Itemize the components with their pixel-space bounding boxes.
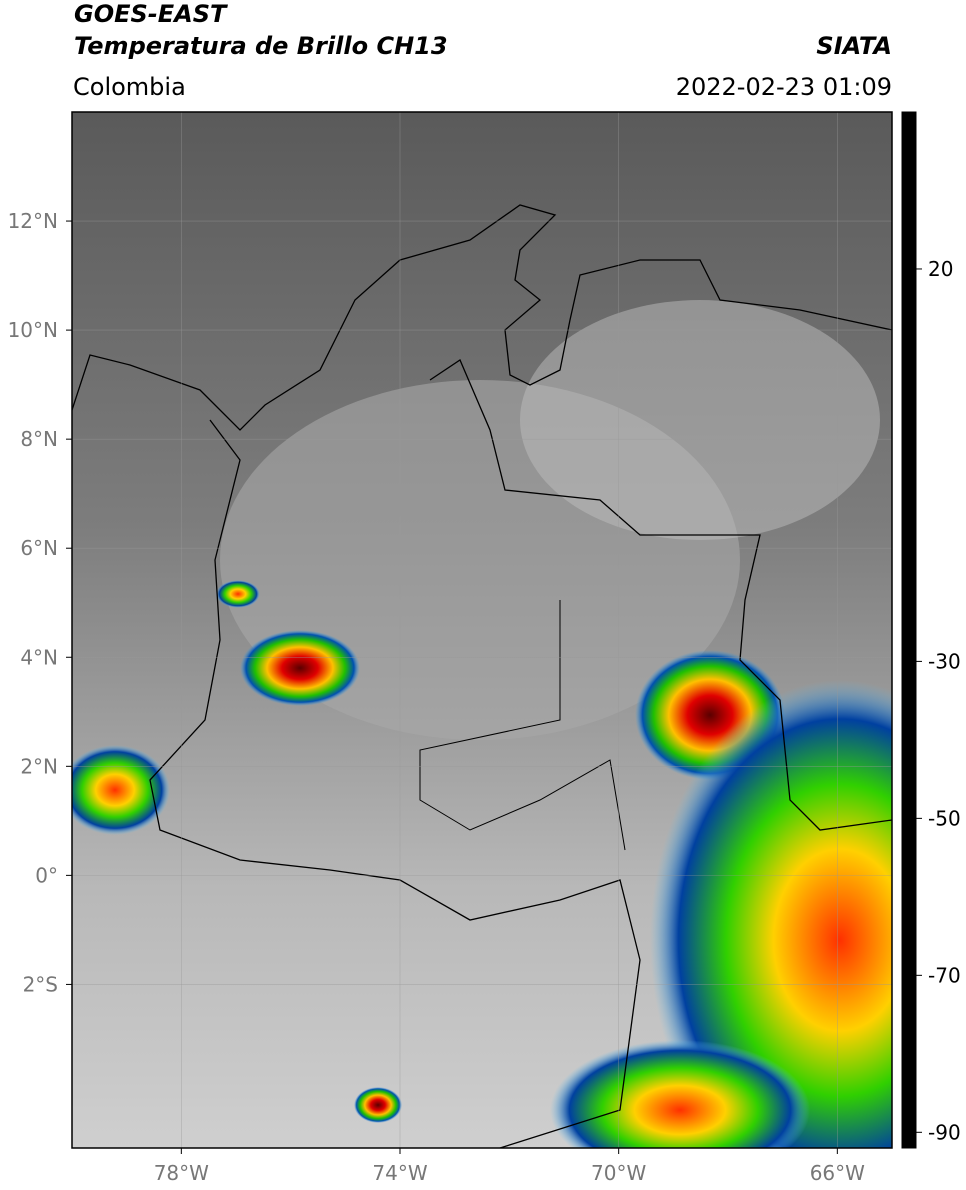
- colorbar-tick-label: -50: [928, 806, 961, 830]
- storm-cloud: [354, 1087, 402, 1123]
- storm-cloud: [72, 745, 170, 835]
- y-tick-label: 10°N: [8, 318, 58, 342]
- y-tick-label: 4°N: [20, 645, 58, 669]
- y-tick-label: 0°: [35, 863, 58, 887]
- department-border: [419, 600, 626, 851]
- colorbar-tick-label: -90: [928, 1120, 961, 1144]
- storm-cloud: [216, 580, 260, 608]
- map-frame: [71, 111, 893, 1149]
- y-tick-label: 12°N: [8, 209, 58, 233]
- satellite-title: GOES-EAST: [74, 0, 228, 28]
- y-tick-label: 8°N: [20, 427, 58, 451]
- region: Colombia: [73, 73, 186, 101]
- storm-cloud: [240, 630, 360, 706]
- product-title: Temperatura de Brillo CH13: [74, 32, 448, 60]
- x-tick-label: 74°W: [372, 1161, 427, 1185]
- y-tick-label: 2°S: [23, 972, 58, 996]
- storm-cloud: [650, 680, 892, 1148]
- y-tick-label: 6°N: [20, 536, 58, 560]
- graticule: [72, 112, 892, 1148]
- timestamp: 2022-02-23 01:09: [676, 73, 892, 101]
- colorbar-tick-label: -30: [928, 649, 961, 673]
- x-tick-label: 66°W: [810, 1161, 865, 1185]
- storm-cloud: [550, 1040, 810, 1148]
- source: SIATA: [816, 32, 892, 60]
- x-tick-label: 78°W: [154, 1161, 209, 1185]
- colorbar: [901, 111, 917, 1149]
- y-tick-label: 2°N: [20, 754, 58, 778]
- colorbar-tick-label: 20: [928, 257, 953, 281]
- border: [149, 419, 641, 1148]
- border: [429, 359, 892, 831]
- coastline: [72, 204, 892, 431]
- cloud-field: [520, 300, 880, 540]
- x-tick-label: 70°W: [591, 1161, 646, 1185]
- colorbar-tick-label: -70: [928, 963, 961, 987]
- satellite-image: [72, 112, 892, 1148]
